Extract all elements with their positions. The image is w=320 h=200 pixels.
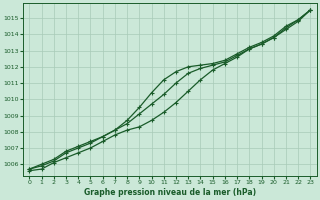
X-axis label: Graphe pression niveau de la mer (hPa): Graphe pression niveau de la mer (hPa) xyxy=(84,188,256,197)
